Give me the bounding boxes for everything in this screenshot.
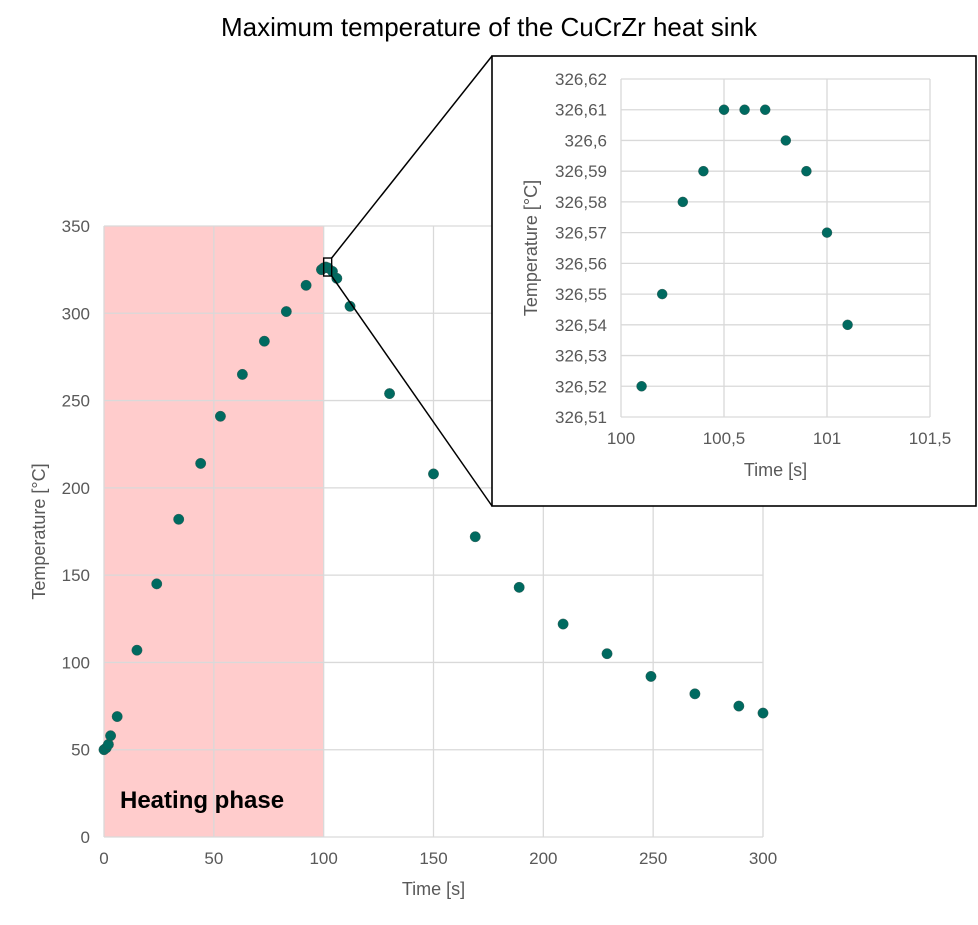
inset-frame bbox=[491, 55, 977, 507]
x-axis-label: Time [s] bbox=[402, 879, 465, 899]
data-point bbox=[280, 306, 292, 317]
data-point bbox=[195, 458, 207, 469]
y-tick-label: 326,57 bbox=[555, 224, 607, 243]
y-tick-label: 326,59 bbox=[555, 162, 607, 181]
data-point bbox=[733, 700, 745, 712]
x-tick-label: 50 bbox=[204, 849, 223, 868]
data-point bbox=[842, 319, 853, 331]
data-point bbox=[689, 688, 701, 700]
zoom-box bbox=[322, 257, 333, 277]
zoom-connector-lines bbox=[331, 55, 493, 507]
y-tick-label: 50 bbox=[71, 741, 90, 760]
x-tick-label: 0 bbox=[99, 849, 108, 868]
y-tick-label: 326,58 bbox=[555, 193, 607, 212]
data-point bbox=[645, 670, 657, 682]
data-point bbox=[300, 279, 312, 291]
data-point bbox=[557, 618, 569, 630]
data-point bbox=[111, 711, 123, 722]
x-tick-label: 250 bbox=[639, 849, 667, 868]
y-axis-label: Temperature [°C] bbox=[29, 463, 49, 599]
y-tick-label: 326,61 bbox=[555, 101, 607, 120]
x-axis-label: Time [s] bbox=[744, 460, 807, 480]
y-axis-label: Temperature [°C] bbox=[521, 180, 541, 316]
data-point bbox=[131, 644, 143, 656]
chart-title: Maximum temperature of the CuCrZr heat s… bbox=[221, 12, 758, 42]
data-point bbox=[236, 368, 248, 380]
y-tick-label: 200 bbox=[62, 479, 90, 498]
y-tick-label: 326,6 bbox=[564, 131, 607, 150]
x-tick-label: 200 bbox=[529, 849, 557, 868]
data-point bbox=[428, 468, 439, 480]
x-tick-label: 100 bbox=[607, 429, 635, 448]
y-tick-label: 326,55 bbox=[555, 285, 607, 304]
y-tick-label: 326,53 bbox=[555, 347, 607, 366]
x-tick-label: 100 bbox=[309, 849, 337, 868]
data-point bbox=[151, 578, 163, 590]
zoom-connector-bottom bbox=[331, 275, 493, 507]
data-point bbox=[384, 388, 395, 399]
x-tick-label: 300 bbox=[749, 849, 777, 868]
data-point bbox=[657, 288, 668, 300]
y-tick-label: 300 bbox=[62, 304, 90, 323]
y-tick-label: 100 bbox=[62, 653, 90, 672]
y-tick-label: 326,54 bbox=[555, 316, 607, 335]
data-point bbox=[780, 135, 791, 146]
data-point bbox=[215, 410, 226, 422]
zoom-connector-top bbox=[331, 55, 493, 259]
data-point bbox=[718, 104, 730, 115]
x-tick-label: 101 bbox=[813, 429, 841, 448]
data-point bbox=[698, 165, 709, 177]
y-tick-label: 250 bbox=[62, 392, 90, 411]
x-tick-label: 150 bbox=[419, 849, 447, 868]
y-tick-label: 326,56 bbox=[555, 254, 607, 273]
data-point bbox=[821, 227, 833, 238]
y-tick-label: 350 bbox=[62, 217, 90, 236]
x-tick-label: 101,5 bbox=[909, 429, 952, 448]
data-point bbox=[677, 196, 688, 208]
data-point bbox=[801, 165, 812, 177]
data-point bbox=[760, 104, 771, 115]
y-tick-label: 326,52 bbox=[555, 377, 607, 396]
data-point bbox=[173, 513, 185, 525]
inset-chart: 100 100,5 101 101,5 326,51 326,52 326,53 326,54… bbox=[491, 55, 977, 507]
data-point bbox=[757, 707, 769, 719]
y-tick-label: 326,51 bbox=[555, 408, 607, 427]
y-tick-label: 150 bbox=[62, 566, 90, 585]
data-point bbox=[513, 581, 525, 593]
x-tick-label: 100,5 bbox=[703, 429, 746, 448]
data-point bbox=[258, 335, 270, 347]
data-point bbox=[105, 730, 116, 742]
data-point bbox=[601, 648, 613, 660]
data-point bbox=[469, 531, 481, 543]
heating-phase-label: Heating phase bbox=[120, 787, 284, 814]
data-point bbox=[636, 381, 647, 392]
data-point bbox=[739, 104, 750, 115]
y-tick-label: 326,62 bbox=[555, 70, 607, 89]
y-tick-label: 0 bbox=[81, 828, 90, 847]
